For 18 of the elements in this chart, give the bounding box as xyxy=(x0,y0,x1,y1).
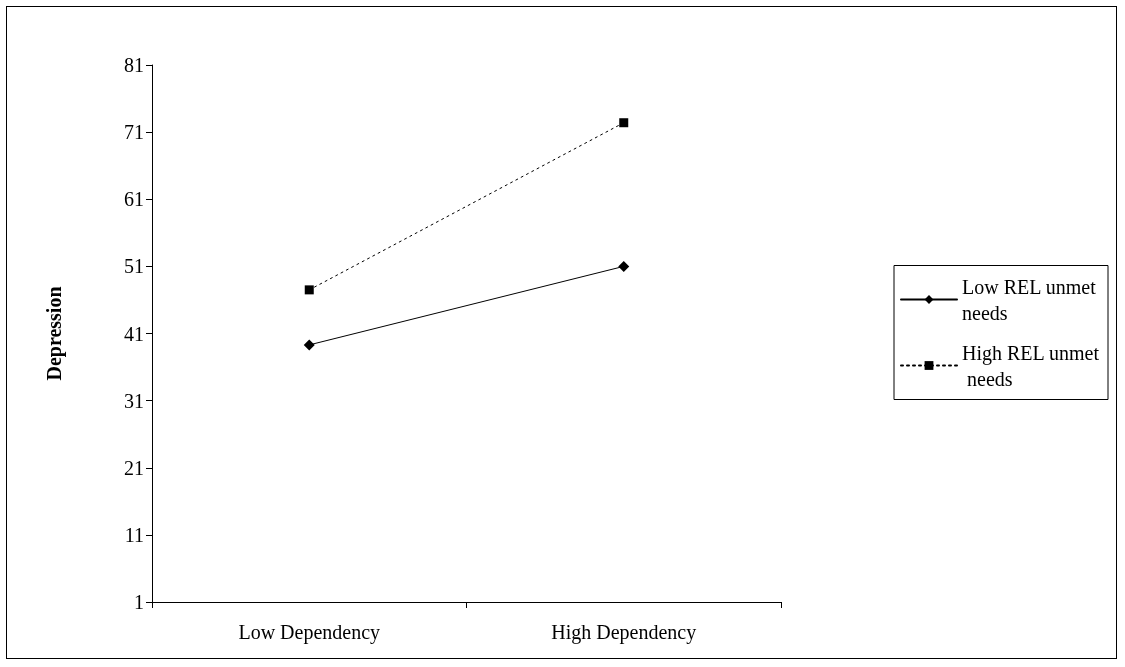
y-tick-label: 1 xyxy=(134,591,144,613)
y-tick-label: 41 xyxy=(124,322,144,345)
point xyxy=(619,118,629,128)
legend-label: Low REL unmet needs xyxy=(962,275,1101,324)
point xyxy=(304,285,314,295)
x-tick-label: High Dependency xyxy=(551,621,697,644)
y-tick-label: 61 xyxy=(124,188,144,211)
y-tick-label: 31 xyxy=(124,389,144,412)
y-axis-title: Depression xyxy=(43,286,66,381)
y-tick-label: 11 xyxy=(124,523,144,546)
point xyxy=(618,260,630,272)
y-tick-label: 51 xyxy=(124,255,144,278)
legend-label: High REL unmet needs xyxy=(962,341,1100,390)
x-tick-label: Low Dependency xyxy=(238,621,381,644)
y-tick-label: 81 xyxy=(124,54,144,76)
y-tick-label: 21 xyxy=(124,456,144,479)
point xyxy=(303,339,315,351)
y-tick-label: 71 xyxy=(124,121,144,144)
